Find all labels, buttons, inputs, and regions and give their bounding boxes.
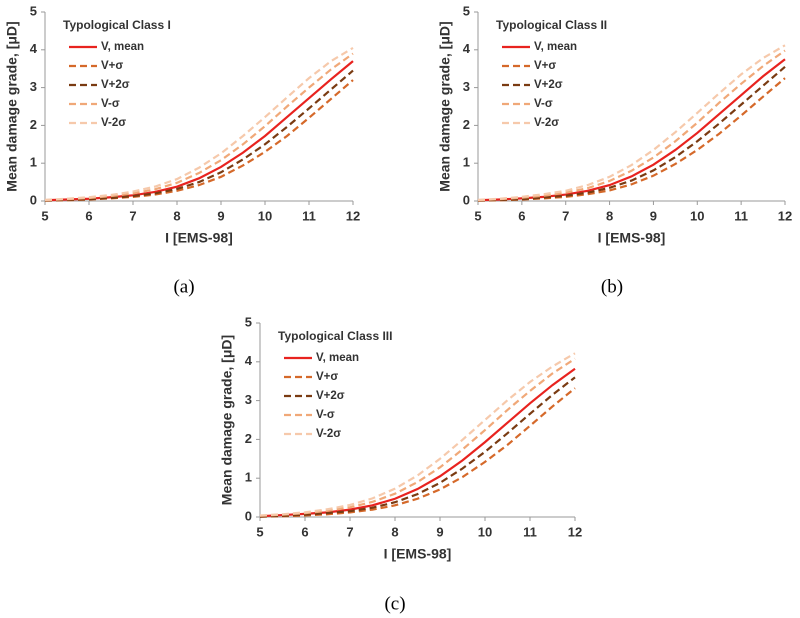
x-tick-label: 11 <box>302 208 316 223</box>
x-tick-label: 9 <box>436 524 443 539</box>
series-line <box>259 376 576 518</box>
legend-label: V+σ <box>101 60 123 72</box>
y-tick-label: 5 <box>463 3 470 18</box>
x-tick-label: 9 <box>217 208 224 223</box>
y-tick-label: 4 <box>245 353 253 368</box>
x-axis-label: I [EMS-98] <box>598 230 666 246</box>
y-tick-label: 4 <box>30 41 38 56</box>
y-tick-label: 0 <box>463 192 470 207</box>
series-line <box>259 387 576 518</box>
x-tick-label: 7 <box>562 208 569 223</box>
y-tick-label: 2 <box>463 117 470 132</box>
x-tick-label: 8 <box>606 208 613 223</box>
series-line <box>44 69 354 202</box>
y-tick-label: 3 <box>463 79 470 94</box>
x-axis-label: I [EMS-98] <box>384 546 452 562</box>
legend-label: V-σ <box>101 98 120 110</box>
x-tick-label: 7 <box>129 208 136 223</box>
x-tick-label: 5 <box>256 524 263 539</box>
x-tick-label: 6 <box>85 208 92 223</box>
y-tick-label: 4 <box>463 41 471 56</box>
y-tick-label: 3 <box>30 79 37 94</box>
legend-label: V+2σ <box>101 79 130 91</box>
y-tick-label: 0 <box>245 508 252 523</box>
x-tick-label: 5 <box>474 208 481 223</box>
y-tick-label: 0 <box>30 192 37 207</box>
y-axis-label: Mean damage grade, [μD] <box>4 21 20 191</box>
series-line <box>477 44 786 201</box>
x-tick-label: 7 <box>346 524 353 539</box>
y-tick-label: 2 <box>245 431 252 446</box>
series-line <box>477 77 786 202</box>
y-tick-label: 1 <box>30 155 37 170</box>
legend-label: V-2σ <box>316 428 341 440</box>
x-tick-label: 10 <box>258 208 272 223</box>
x-tick-label: 11 <box>523 524 537 539</box>
legend-label: V-σ <box>534 98 553 110</box>
series-line <box>259 352 576 517</box>
x-tick-label: 12 <box>568 524 582 539</box>
legend-label: V+σ <box>534 60 556 72</box>
series-line <box>44 79 354 202</box>
series-line <box>477 49 786 202</box>
x-tick-label: 10 <box>478 524 492 539</box>
y-tick-label: 5 <box>30 3 37 18</box>
legend-label: V, mean <box>316 352 359 364</box>
legend-label: V+σ <box>316 371 338 383</box>
x-tick-label: 9 <box>650 208 657 223</box>
y-tick-label: 1 <box>245 470 252 485</box>
chart-title: Typological Class III <box>278 329 392 343</box>
chart-title: Typological Class II <box>496 18 607 32</box>
series-line <box>44 52 354 202</box>
series-line <box>259 357 576 517</box>
x-tick-label: 6 <box>518 208 525 223</box>
series-line <box>477 58 786 202</box>
x-tick-label: 8 <box>173 208 180 223</box>
series-line <box>44 60 354 202</box>
legend-label: V-σ <box>316 409 335 421</box>
y-axis-label: Mean damage grade, [μD] <box>219 335 235 505</box>
y-tick-label: 2 <box>30 117 37 132</box>
caption: (a) <box>173 276 194 297</box>
y-tick-label: 3 <box>245 392 252 407</box>
y-tick-label: 1 <box>463 155 470 170</box>
x-tick-label: 8 <box>391 524 398 539</box>
x-tick-label: 12 <box>778 208 792 223</box>
chart-title: Typological Class I <box>63 18 171 32</box>
series-line <box>477 65 786 202</box>
series-line <box>259 367 576 518</box>
series-line <box>44 46 354 201</box>
legend-label: V+2σ <box>534 79 563 91</box>
x-tick-label: 6 <box>301 524 308 539</box>
x-tick-label: 5 <box>41 208 48 223</box>
x-axis-label: I [EMS-98] <box>165 230 233 246</box>
legend-label: V, mean <box>101 41 144 53</box>
caption: (b) <box>601 276 623 297</box>
x-tick-label: 10 <box>690 208 704 223</box>
legend-label: V-2σ <box>101 117 126 129</box>
caption: (c) <box>384 593 405 614</box>
x-tick-label: 12 <box>346 208 360 223</box>
y-tick-label: 5 <box>245 314 252 329</box>
legend-label: V-2σ <box>534 117 559 129</box>
legend-label: V+2σ <box>316 390 345 402</box>
y-axis-label: Mean damage grade, [μD] <box>437 21 453 191</box>
legend-label: V, mean <box>534 41 577 53</box>
x-tick-label: 11 <box>734 208 748 223</box>
